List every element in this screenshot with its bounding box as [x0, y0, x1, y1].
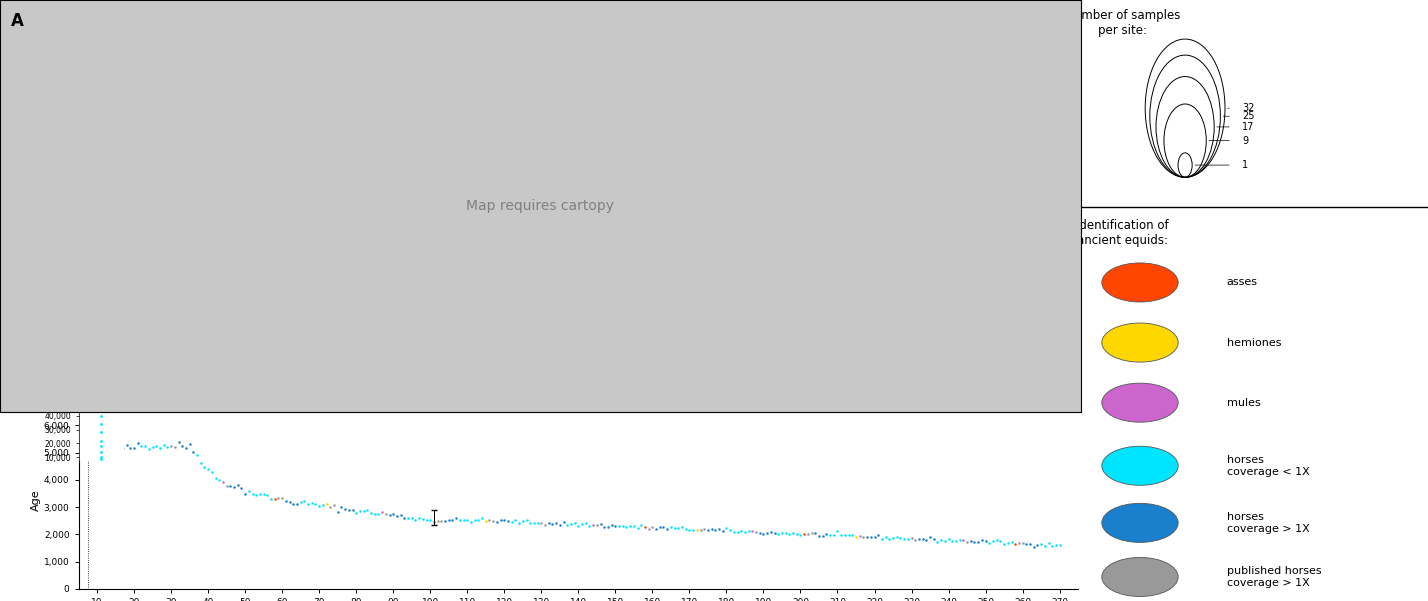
Text: 9: 9 — [1242, 136, 1248, 145]
Text: horses
coverage < 1X: horses coverage < 1X — [1227, 455, 1309, 477]
Text: 1: 1 — [1242, 160, 1248, 170]
Text: hemiones: hemiones — [1227, 338, 1281, 347]
Y-axis label: Age: Age — [31, 490, 41, 511]
Ellipse shape — [1102, 383, 1178, 422]
Text: horses
coverage > 1X: horses coverage > 1X — [1227, 512, 1309, 534]
Text: 25: 25 — [1242, 111, 1255, 121]
Text: 32: 32 — [1242, 103, 1255, 113]
Ellipse shape — [1102, 503, 1178, 542]
Text: A: A — [11, 13, 24, 31]
Text: published horses
coverage > 1X: published horses coverage > 1X — [1227, 566, 1321, 588]
Ellipse shape — [1102, 446, 1178, 486]
Text: Number of samples
per site:: Number of samples per site: — [1065, 9, 1181, 37]
Ellipse shape — [1102, 263, 1178, 302]
Text: asses: asses — [1227, 278, 1258, 287]
Text: Identification of
ancient equids:: Identification of ancient equids: — [1077, 219, 1170, 248]
Ellipse shape — [1102, 558, 1178, 596]
Text: B: B — [13, 397, 26, 415]
Text: 17: 17 — [1242, 122, 1255, 132]
Text: mules: mules — [1227, 398, 1261, 407]
Text: Map requires cartopy: Map requires cartopy — [467, 199, 614, 213]
Ellipse shape — [1102, 323, 1178, 362]
